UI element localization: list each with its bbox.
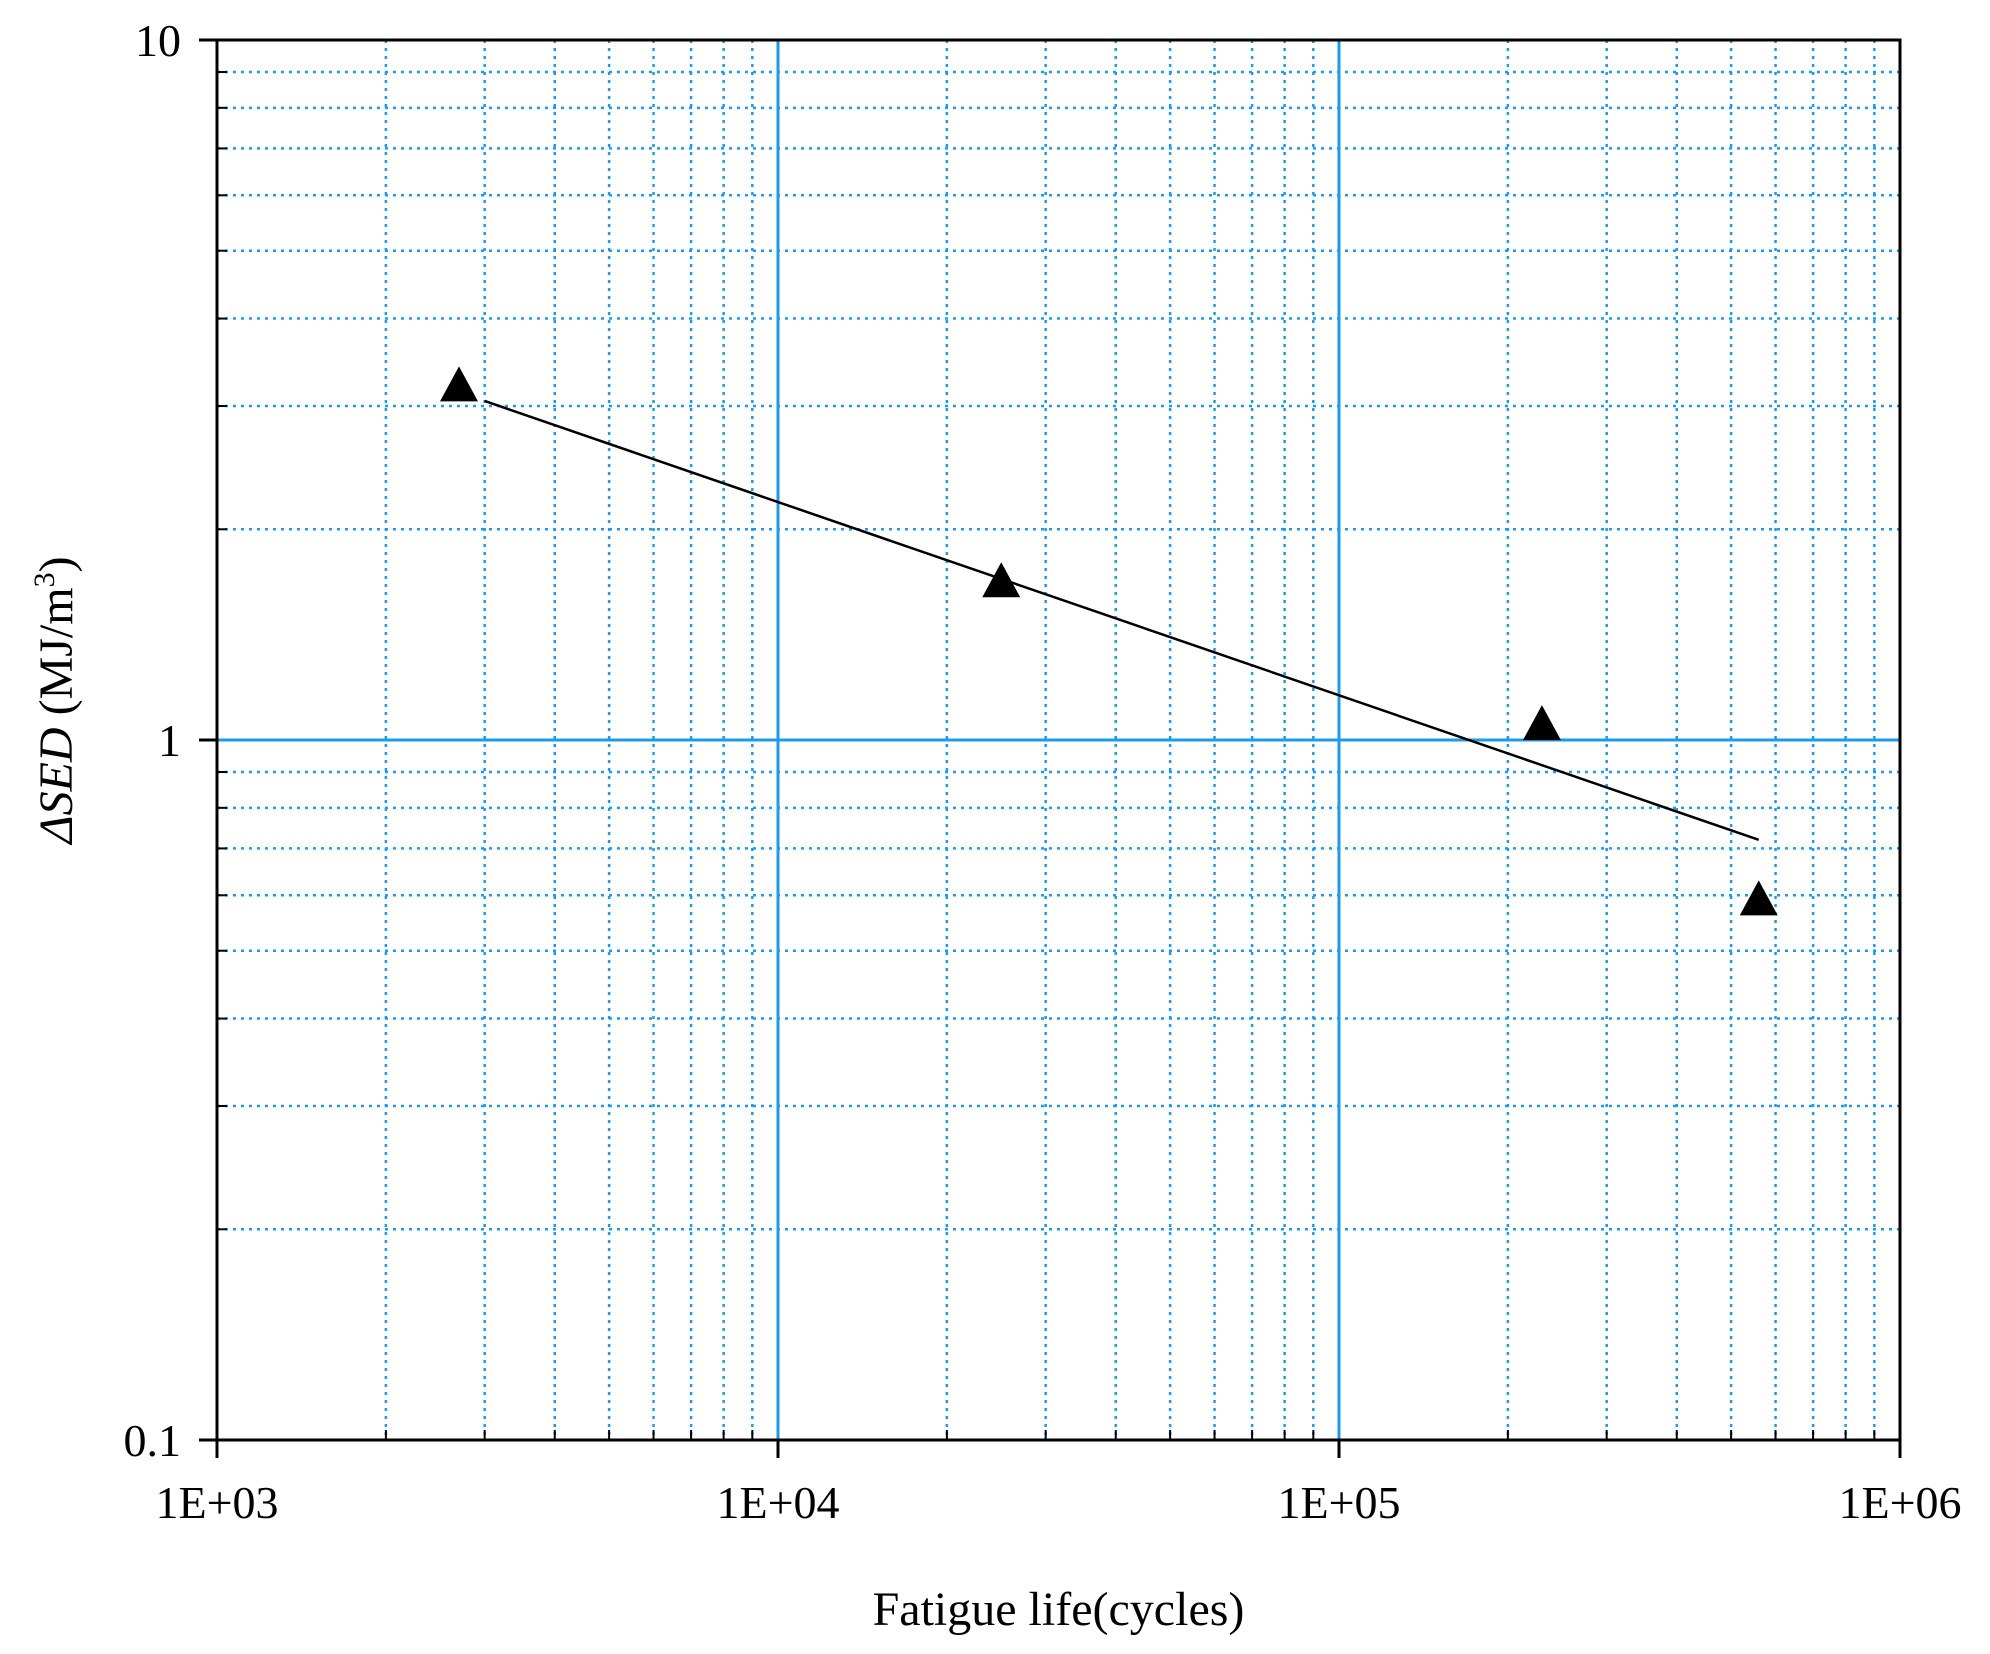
y-tick-labels: 0.1 1 10 [124, 15, 182, 1466]
y-axis-unit-exponent: 3 [28, 572, 61, 587]
major-grid [217, 40, 1900, 1440]
x-tick-label: 1E+04 [716, 1477, 839, 1528]
data-markers [439, 366, 1778, 916]
y-axis-unit-close: ) [30, 556, 83, 572]
data-point-marker [1739, 880, 1778, 916]
y-axis-symbol: ΔSED [30, 727, 83, 845]
y-axis-title: ΔSED (MJ/m3) [28, 556, 83, 845]
data-point-marker [439, 366, 478, 402]
x-tick-label: 1E+06 [1838, 1477, 1961, 1528]
y-tick-label: 1 [158, 715, 181, 766]
axis-ticks [199, 38, 1902, 1458]
minor-grid [217, 40, 1900, 1440]
x-tick-label: 1E+05 [1277, 1477, 1400, 1528]
x-tick-label: 1E+03 [155, 1477, 278, 1528]
data-point-marker [1522, 705, 1561, 741]
y-tick-label: 0.1 [124, 1415, 182, 1466]
x-axis-title: Fatigue life(cycles) [873, 1583, 1245, 1636]
data-point-marker [982, 562, 1021, 598]
y-tick-label: 10 [135, 15, 181, 66]
x-tick-labels: 1E+03 1E+04 1E+05 1E+06 [155, 1477, 1961, 1528]
fit-line [484, 399, 1760, 842]
y-axis-unit: (MJ/m [30, 587, 83, 727]
